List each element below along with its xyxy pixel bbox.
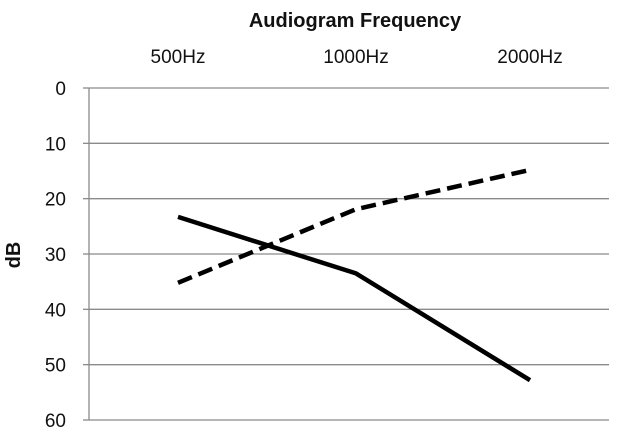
y-axis-label: dB bbox=[3, 242, 25, 269]
y-tick-label-30: 30 bbox=[45, 245, 66, 266]
series-layer bbox=[177, 167, 532, 383]
label-layer: Audiogram Frequency dB 0 10 20 30 40 50 60 500H… bbox=[3, 10, 563, 432]
grid-layer bbox=[89, 87, 609, 421]
y-tick-label-50: 50 bbox=[45, 356, 66, 377]
series-line-solid bbox=[177, 214, 532, 383]
x-category-label-2000hz: 2000Hz bbox=[497, 47, 563, 68]
y-tick-label-10: 10 bbox=[45, 134, 66, 155]
x-category-label-500hz: 500Hz bbox=[151, 47, 206, 68]
chart-title: Audiogram Frequency bbox=[249, 10, 462, 32]
y-tick-label-40: 40 bbox=[45, 300, 66, 321]
x-category-label-1000hz: 1000Hz bbox=[323, 47, 389, 68]
series-line-dashed bbox=[177, 167, 531, 285]
y-tick-label-0: 0 bbox=[55, 79, 66, 100]
y-tick-label-20: 20 bbox=[45, 190, 66, 211]
axis-layer bbox=[83, 87, 90, 421]
y-tick-label-60: 60 bbox=[45, 411, 66, 432]
